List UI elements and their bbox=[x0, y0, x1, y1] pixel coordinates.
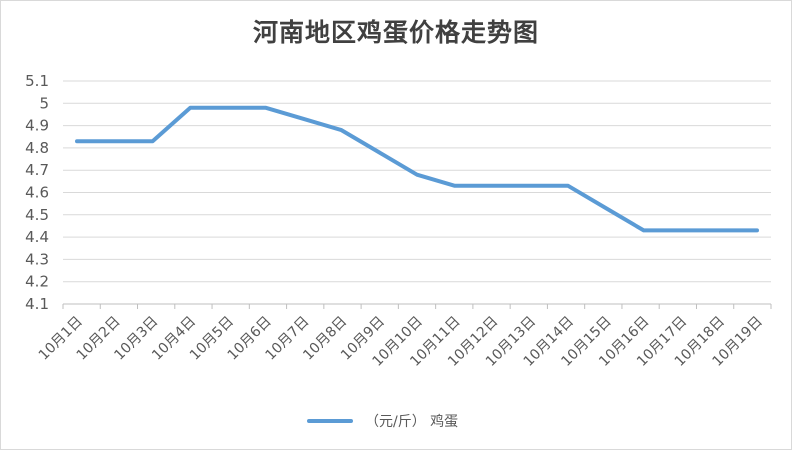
legend-swatch bbox=[307, 419, 353, 423]
y-tick-label: 4.7 bbox=[25, 161, 49, 179]
chart-title: 河南地区鸡蛋价格走势图 bbox=[252, 18, 539, 47]
x-axis: 10月1日10月2日10月3日10月4日10月5日10月6日10月7日10月8日… bbox=[36, 303, 772, 370]
y-tick-label: 4.5 bbox=[25, 206, 49, 224]
y-axis: 4.1 4.2 4.3 4.4 4.5 4.6 4.7 4.8 4.9 5 5.1 bbox=[25, 72, 49, 313]
y-tick-label: 4.1 bbox=[25, 295, 49, 313]
y-tick-label: 4.3 bbox=[25, 250, 49, 268]
series-group bbox=[75, 105, 759, 233]
legend: （元/斤） 鸡蛋 bbox=[307, 411, 458, 431]
y-tick-label: 4.4 bbox=[25, 228, 49, 246]
y-tick-label: 4.9 bbox=[25, 117, 49, 135]
y-tick-label: 4.6 bbox=[25, 184, 49, 202]
y-tick-label: 5 bbox=[39, 94, 49, 112]
y-tick-label: 4.8 bbox=[25, 139, 49, 157]
series-line bbox=[75, 105, 759, 233]
y-tick-label: 5.1 bbox=[25, 72, 49, 90]
legend-label: （元/斤） 鸡蛋 bbox=[365, 414, 459, 430]
y-tick-label: 4.2 bbox=[25, 273, 49, 291]
grid-lines bbox=[63, 80, 771, 283]
